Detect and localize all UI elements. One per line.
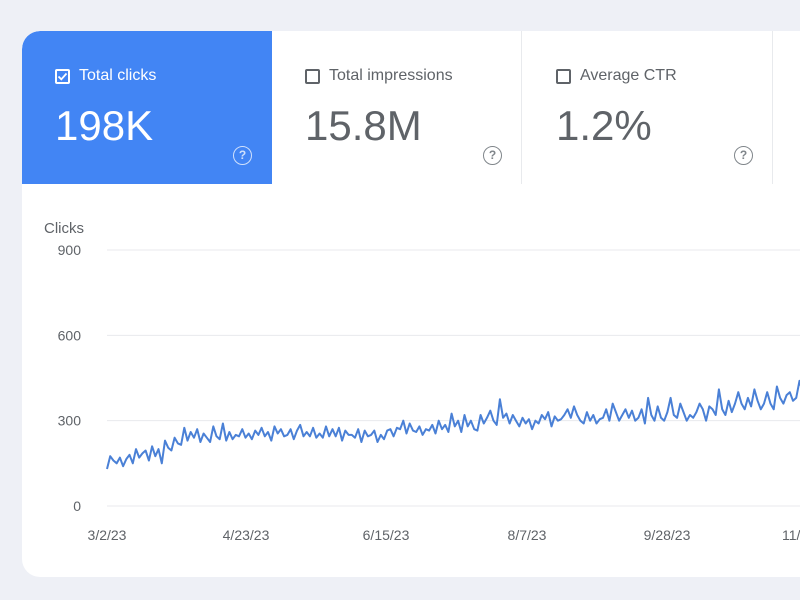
clicks-series-line bbox=[106, 379, 800, 470]
x-tick-label: 6/15/23 bbox=[363, 527, 410, 543]
total-clicks-label: Total clicks bbox=[79, 67, 157, 84]
total-impressions-header: Total impressions bbox=[305, 67, 453, 85]
y-tick-label: 300 bbox=[58, 413, 82, 429]
y-tick-label: 600 bbox=[58, 327, 82, 343]
average-ctr-header: Average CTR bbox=[556, 67, 677, 85]
average-ctr-value: 1.2% bbox=[556, 102, 652, 149]
clicks-chart: Clicks 900 600 300 0 3/2/23 4/23/23 6/15/23 8/7/… bbox=[22, 184, 800, 577]
total-impressions-checkbox[interactable] bbox=[305, 68, 320, 84]
total-clicks-card[interactable]: Total clicks 198K ? bbox=[22, 31, 272, 184]
total-impressions-label: Total impressions bbox=[329, 67, 453, 84]
help-icon[interactable]: ? bbox=[734, 146, 753, 165]
x-tick-label: 9/28/23 bbox=[644, 527, 691, 543]
x-tick-label: 3/2/23 bbox=[88, 527, 127, 543]
total-clicks-header: Total clicks bbox=[55, 67, 156, 85]
checkmark-icon bbox=[57, 72, 68, 81]
average-ctr-card[interactable]: Average CTR 1.2% ? bbox=[523, 31, 773, 184]
x-tick-label: 8/7/23 bbox=[508, 527, 547, 543]
clicks-line-chart: Clicks 900 600 300 0 3/2/23 4/23/23 6/15/23 8/7/… bbox=[44, 220, 800, 543]
x-tick-label: 4/23/23 bbox=[223, 527, 270, 543]
total-impressions-card[interactable]: Total impressions 15.8M ? bbox=[272, 31, 522, 184]
total-clicks-value: 198K bbox=[55, 102, 154, 149]
y-tick-label: 900 bbox=[58, 242, 82, 258]
performance-card: Total clicks 198K ? Total impressions 15… bbox=[22, 31, 800, 577]
next-metric-card[interactable] bbox=[774, 31, 800, 184]
help-icon[interactable]: ? bbox=[483, 146, 502, 165]
y-axis-label: Clicks bbox=[44, 220, 84, 237]
total-clicks-checkbox[interactable] bbox=[55, 68, 70, 84]
average-ctr-label: Average CTR bbox=[580, 67, 677, 84]
x-tick-label: 11/ bbox=[782, 527, 800, 543]
average-ctr-checkbox[interactable] bbox=[556, 68, 571, 84]
metric-tabs: Total clicks 198K ? Total impressions 15… bbox=[22, 31, 800, 184]
help-icon[interactable]: ? bbox=[233, 146, 252, 165]
y-tick-label: 0 bbox=[73, 498, 81, 514]
total-impressions-value: 15.8M bbox=[305, 102, 422, 149]
